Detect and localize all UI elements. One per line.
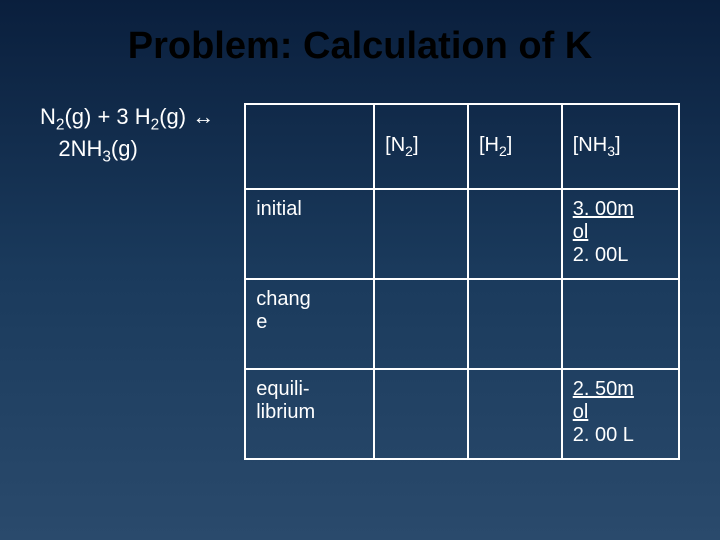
cell-change-n2 <box>374 279 468 369</box>
cell-eq-h2 <box>468 369 562 459</box>
row-initial: initial 3. 00m ol 2. 00L <box>245 189 679 279</box>
header-n2: [N2] <box>374 104 468 189</box>
row-equilibrium: equili- librium 2. 50m ol 2. 00 L <box>245 369 679 459</box>
txt: ] <box>615 134 621 156</box>
cell-line: 2. 00 L <box>573 424 634 446</box>
sub: 2 <box>405 143 413 159</box>
txt: ] <box>413 134 419 156</box>
slide: Problem: Calculation of K N2(g) + 3 H2(g… <box>0 0 720 540</box>
table-header-row: [N2] [H2] [NH3] <box>245 104 679 189</box>
txt: [NH <box>573 134 607 156</box>
cell-line: ol <box>573 221 589 243</box>
eq-sub: 3 <box>102 149 111 166</box>
cell-change-h2 <box>468 279 562 369</box>
header-h2: [H2] <box>468 104 562 189</box>
label-line: e <box>256 311 267 333</box>
row-label-change: chang e <box>245 279 374 369</box>
label-line: equili- <box>256 378 309 400</box>
cell-initial-n2 <box>374 189 468 279</box>
sub: 3 <box>607 143 615 159</box>
cell-eq-nh3: 2. 50m ol 2. 00 L <box>562 369 679 459</box>
ice-table: [N2] [H2] [NH3] initial 3. 00m ol 2. 00L <box>244 103 680 460</box>
row-change: chang e <box>245 279 679 369</box>
content-area: N2(g) + 3 H2(g) ↔ 2NH3(g) [N2] [H2] [NH3… <box>40 103 680 460</box>
header-nh3: [NH3] <box>562 104 679 189</box>
eq-part: (g) ↔ <box>159 104 214 129</box>
cell-eq-n2 <box>374 369 468 459</box>
row-label-equilibrium: equili- librium <box>245 369 374 459</box>
equation: N2(g) + 3 H2(g) ↔ 2NH3(g) <box>40 103 214 460</box>
slide-title: Problem: Calculation of K <box>40 25 680 68</box>
cell-initial-h2 <box>468 189 562 279</box>
label-line: librium <box>256 401 315 423</box>
cell-line: 3. 00m <box>573 198 634 220</box>
cell-initial-nh3: 3. 00m ol 2. 00L <box>562 189 679 279</box>
cell-change-nh3 <box>562 279 679 369</box>
eq-part: (g) <box>111 136 138 161</box>
table: [N2] [H2] [NH3] initial 3. 00m ol 2. 00L <box>244 103 680 460</box>
txt: ] <box>507 134 513 156</box>
sub: 2 <box>499 143 507 159</box>
eq-part: (g) + 3 H <box>64 104 150 129</box>
eq-part: 2NH <box>58 136 102 161</box>
txt: [H <box>479 134 499 156</box>
txt: [N <box>385 134 405 156</box>
eq-part: N <box>40 104 56 129</box>
cell-line: 2. 00L <box>573 244 629 266</box>
cell-line: ol <box>573 401 589 423</box>
row-label-initial: initial <box>245 189 374 279</box>
header-blank <box>245 104 374 189</box>
cell-line: 2. 50m <box>573 378 634 400</box>
eq-sub: 2 <box>151 116 160 133</box>
label-line: chang <box>256 288 311 310</box>
